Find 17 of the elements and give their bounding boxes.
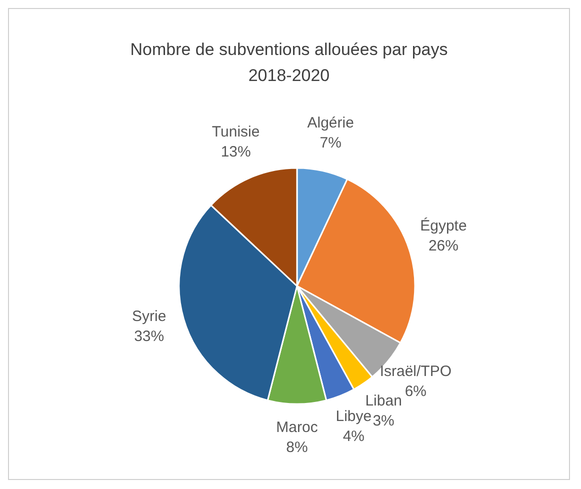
data-label: 3% [372,412,394,430]
data-label: 6% [404,383,427,400]
data-label: 4% [342,428,365,446]
data-label: 26% [428,237,458,254]
chart-title: Nombre de subventions allouées par pays 2018-2020 [129,39,449,87]
slice-label: Égypte [420,216,467,234]
slice-label: Libye [336,408,372,426]
slice-label: Syrie [132,308,166,325]
slice-label: Israël/TPO [380,363,452,380]
slice-label: Algérie [307,114,354,132]
data-label: 8% [286,439,308,456]
slice-label: Maroc [276,419,318,436]
data-label: 7% [320,134,342,152]
slice-label: Liban [365,392,402,410]
data-label: 13% [220,144,251,161]
data-label: 33% [134,328,164,345]
slice-label: Tunisie [212,124,260,141]
